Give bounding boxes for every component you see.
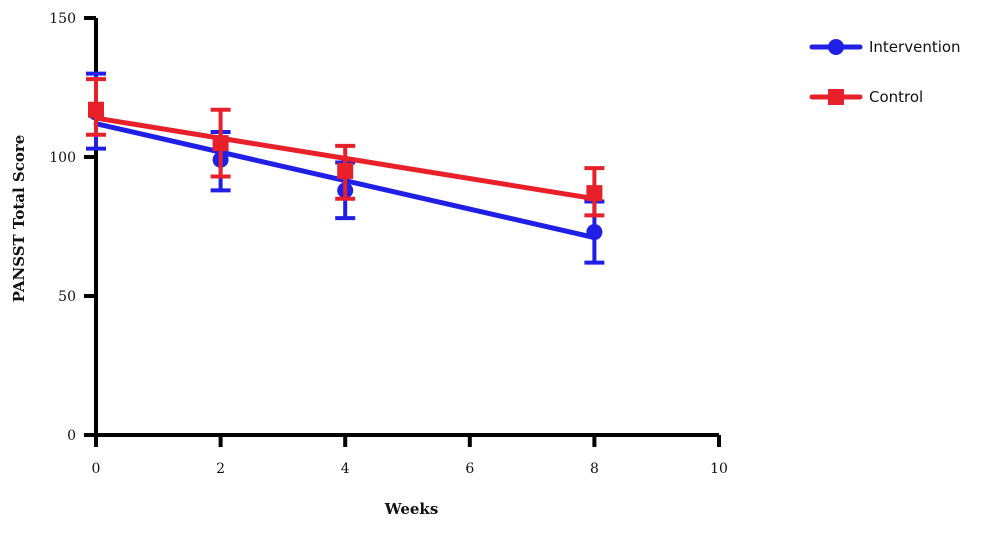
series-control: [86, 77, 605, 218]
data-point: [586, 224, 603, 241]
legend-item-control: Control: [809, 88, 923, 106]
data-point: [337, 162, 354, 179]
x-axis-title: Weeks: [384, 500, 439, 518]
y-tick-label: 150: [49, 11, 76, 27]
x-tick-label: 8: [590, 461, 599, 477]
series-layer: [86, 71, 605, 265]
y-tick-label: 100: [49, 150, 76, 166]
y-tick-label: 50: [58, 289, 76, 305]
y-tick-label: 0: [67, 428, 76, 444]
y-axis-title: PANSST Total Score: [10, 135, 28, 303]
chart-legend: Intervention Control: [809, 38, 961, 106]
x-tick-label: 4: [341, 461, 350, 477]
x-tick-label: 10: [710, 461, 728, 477]
data-point: [586, 185, 603, 202]
axis-ticks: 0 50 100 150 0 2 4 6 8 10: [49, 11, 728, 477]
legend-square-marker: [828, 89, 844, 105]
chart-axes: [94, 18, 719, 437]
data-point: [212, 135, 229, 152]
data-point: [88, 101, 104, 118]
x-tick-label: 0: [92, 461, 101, 477]
legend-circle-marker: [828, 39, 844, 55]
legend-item-intervention: Intervention: [809, 38, 961, 56]
x-tick-label: 2: [216, 461, 225, 477]
x-tick-label: 6: [465, 461, 474, 477]
legend-label: Intervention: [869, 38, 961, 56]
legend-label: Control: [869, 88, 923, 106]
trend-line: [93, 115, 597, 202]
